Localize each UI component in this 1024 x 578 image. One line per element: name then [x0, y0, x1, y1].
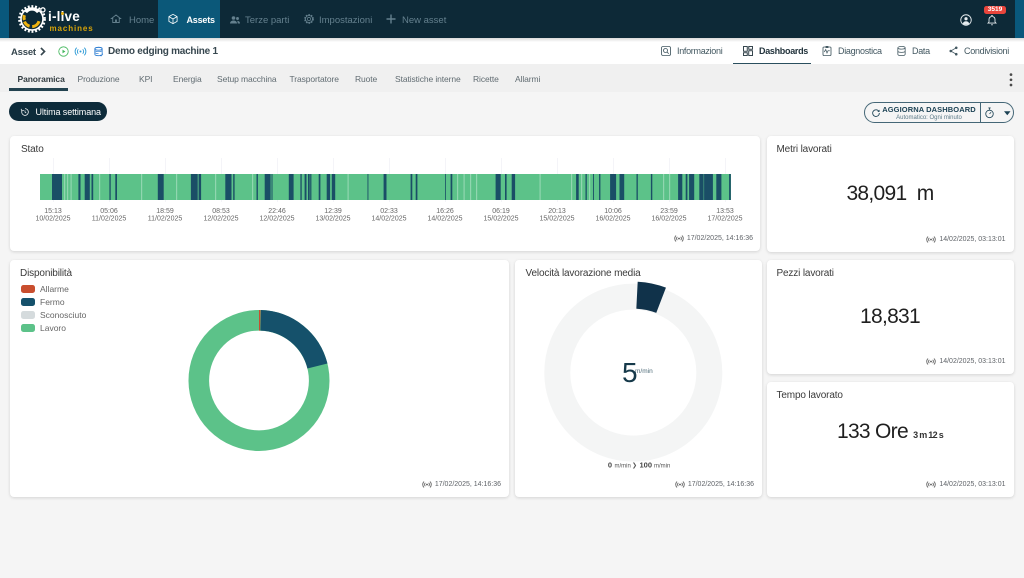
svg-text:Allarme: Allarme: [40, 284, 69, 294]
svg-text:Lavoro: Lavoro: [40, 323, 66, 333]
svg-text:20:13: 20:13: [548, 208, 566, 215]
svg-text:❯: ❯: [632, 462, 637, 469]
svg-text:13/02/2025: 13/02/2025: [315, 216, 350, 223]
svg-text:15/02/2025: 15/02/2025: [539, 216, 574, 223]
svg-text:16/02/2025: 16/02/2025: [595, 216, 630, 223]
svg-text:Fermo: Fermo: [40, 297, 65, 307]
svg-text:10/02/2025: 10/02/2025: [35, 216, 70, 223]
svg-text:12/02/2025: 12/02/2025: [259, 216, 294, 223]
svg-text:0: 0: [607, 461, 611, 470]
svg-text:m/min: m/min: [654, 464, 670, 470]
svg-text:23:59: 23:59: [660, 208, 678, 215]
svg-text:05:06: 05:06: [100, 208, 118, 215]
svg-text:06:19: 06:19: [492, 208, 510, 215]
svg-text:14/02/2025: 14/02/2025: [427, 216, 462, 223]
svg-text:11/02/2025: 11/02/2025: [148, 216, 183, 223]
svg-text:10:06: 10:06: [604, 208, 622, 215]
svg-text:02:33: 02:33: [380, 208, 398, 215]
svg-text:Sconosciuto: Sconosciuto: [40, 310, 87, 320]
svg-text:14/02/2025: 14/02/2025: [371, 216, 406, 223]
svg-text:15/02/2025: 15/02/2025: [483, 216, 518, 223]
svg-text:100: 100: [639, 461, 652, 470]
svg-text:16:26: 16:26: [436, 208, 454, 215]
svg-text:12/02/2025: 12/02/2025: [203, 216, 238, 223]
svg-text:08:53: 08:53: [212, 208, 230, 215]
svg-text:18:59: 18:59: [156, 208, 174, 215]
svg-text:15:13: 15:13: [44, 208, 62, 215]
svg-text:12:39: 12:39: [324, 208, 342, 215]
svg-text:22:46: 22:46: [268, 208, 286, 215]
svg-text:17/02/2025: 17/02/2025: [707, 216, 742, 223]
svg-text:m/min: m/min: [614, 464, 630, 470]
svg-text:11/02/2025: 11/02/2025: [92, 216, 127, 223]
svg-text:13:53: 13:53: [716, 208, 734, 215]
svg-text:16/02/2025: 16/02/2025: [651, 216, 686, 223]
